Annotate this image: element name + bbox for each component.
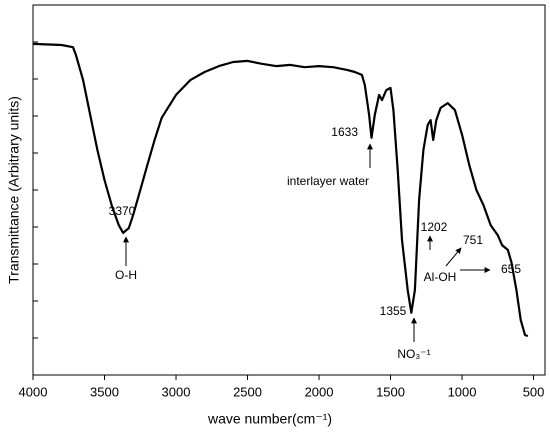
annotation: Al-OH [424, 270, 457, 284]
x-tick-label: 500 [523, 384, 545, 399]
x-tick-label: 1000 [448, 384, 477, 399]
x-tick-label: 3500 [90, 384, 119, 399]
annotation: O-H [115, 268, 137, 282]
spectrum-line [32, 42, 529, 338]
plot-frame [32, 4, 546, 376]
x-tick-label: 4000 [19, 384, 48, 399]
annotation: 1355 [380, 304, 407, 318]
annotation: 3370 [109, 204, 136, 218]
x-tick-label: 3000 [162, 384, 191, 399]
x-axis-label: wave number(cm⁻¹) [207, 411, 332, 427]
x-tick-label: 2500 [233, 384, 262, 399]
annotation: 1202 [421, 220, 448, 234]
annotation: 655 [501, 262, 521, 276]
annotation: NO₃⁻¹ [397, 347, 430, 361]
annotation: interlayer water [287, 174, 369, 188]
x-tick-label: 2000 [305, 384, 334, 399]
annotation: 1633 [331, 125, 358, 139]
annotation: 751 [463, 233, 483, 247]
x-tick-label: 1500 [376, 384, 405, 399]
annotation-arrow [445, 247, 462, 267]
y-axis-label: Transmittance (Arbitrary units) [6, 96, 22, 284]
